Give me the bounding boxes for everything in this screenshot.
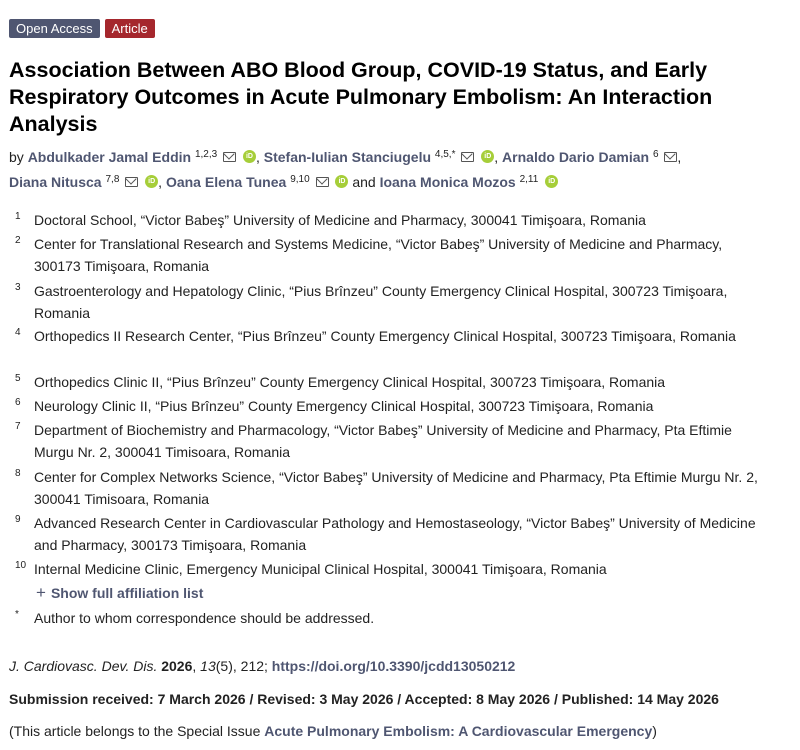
plus-icon: +	[36, 583, 46, 602]
author-affiliation-numbers: 1,2,3	[194, 149, 218, 160]
author-2: Stefan-Iulian Stanciugelu 4,5,* iD	[264, 149, 495, 165]
affiliation-text: Orthopedics II Research Center, “Pius Br…	[34, 328, 736, 344]
author-affiliation-numbers: 9,10	[290, 174, 310, 185]
author-affiliation-numbers: 7,8	[105, 174, 120, 185]
article-title: Association Between ABO Blood Group, COV…	[9, 58, 713, 136]
author-1: Abdulkader Jamal Eddin 1,2,3 iD	[28, 149, 256, 165]
author-name-link[interactable]: Abdulkader Jamal Eddin	[27, 149, 192, 165]
orcid-icon[interactable]: iD	[481, 149, 495, 163]
affiliation-number: 9	[15, 514, 21, 525]
author-3: Arnaldo Dario Damian 6	[502, 149, 678, 165]
author-name-link[interactable]: Stefan-Iulian Stanciugelu	[263, 149, 432, 165]
author-affiliation-numbers: 6	[652, 149, 659, 160]
author-separator: ,	[255, 149, 260, 165]
citation-pages: , 212;	[232, 658, 268, 674]
journal-abbreviation: J. Cardiovasc. Dev. Dis.	[9, 658, 158, 674]
show-full-affiliation-label: Show full affiliation list	[50, 585, 204, 601]
special-issue-prefix: (This article belongs to the Special Iss…	[9, 723, 265, 739]
citation-line: J. Cardiovasc. Dev. Dis. 2026, 13(5), 21…	[9, 655, 515, 677]
affiliation-text: Advanced Research Center in Cardiovascul…	[34, 515, 756, 553]
author-6: Ioana Monica Mozos 2,11 iD	[380, 174, 559, 190]
affiliation-text: Internal Medicine Clinic, Emergency Muni…	[34, 561, 607, 577]
author-separator: ,	[158, 174, 163, 190]
affiliation-text: Doctoral School, “Victor Babeş” Universi…	[34, 212, 646, 228]
affiliation-text: Center for Translational Research and Sy…	[34, 236, 723, 274]
orcid-icon[interactable]: iD	[242, 149, 256, 163]
author-name-link[interactable]: Ioana Monica Mozos	[379, 174, 516, 190]
affiliation-number: 6	[15, 397, 21, 408]
affiliation-text: Neurology Clinic II, “Pius Brînzeu” Coun…	[34, 398, 654, 414]
citation-year: 2026	[161, 658, 193, 674]
affiliation-number: 7	[15, 421, 21, 432]
author-name-link[interactable]: Diana Nitusca	[9, 174, 102, 190]
show-full-affiliation-button[interactable]: + Show full affiliation list	[36, 582, 203, 604]
special-issue-suffix: )	[652, 723, 657, 739]
email-icon[interactable]	[125, 177, 139, 188]
affiliation-text: Department of Biochemistry and Pharmacol…	[34, 422, 732, 460]
author-name-link[interactable]: Oana Elena Tunea	[165, 174, 287, 190]
badges: Open Access Article	[9, 19, 155, 38]
affiliation-number: 4	[15, 327, 21, 338]
publication-dates: Submission received: 7 March 2026 / Revi…	[9, 691, 719, 707]
author-4: Diana Nitusca 7,8 iD	[9, 174, 159, 190]
correspondence-text: Author to whom correspondence should be …	[34, 610, 375, 626]
author-affiliation-numbers: 2,11	[519, 174, 539, 185]
by-label: by	[9, 149, 24, 165]
special-issue-link[interactable]: Acute Pulmonary Embolism: A Cardiovascul…	[264, 723, 653, 739]
citation-volume: 13	[200, 658, 216, 674]
open-access-badge[interactable]: Open Access	[9, 19, 100, 38]
affiliation-number: 3	[15, 282, 21, 293]
affiliation-number: 1	[15, 211, 21, 222]
author-separator: ,	[494, 149, 499, 165]
author-5: Oana Elena Tunea 9,10 iD	[165, 174, 349, 190]
author-separator: ,	[677, 149, 682, 165]
email-icon[interactable]	[315, 177, 329, 188]
doi-link[interactable]: https://doi.org/10.3390/jcdd13050212	[271, 658, 516, 674]
affiliation-number: 8	[15, 468, 21, 479]
email-icon[interactable]	[461, 152, 475, 163]
affiliation-text: Gastroenterology and Hepatology Clinic, …	[34, 283, 728, 321]
affiliation-number: 10	[15, 560, 27, 571]
asterisk-marker: *	[15, 609, 19, 620]
author-list: by Abdulkader Jamal Eddin 1,2,3 iD, Stef…	[9, 146, 789, 196]
orcid-icon[interactable]: iD	[145, 174, 159, 188]
orcid-icon[interactable]: iD	[545, 174, 559, 188]
special-issue-note: (This article belongs to the Special Iss…	[9, 720, 657, 742]
and-label: and	[352, 174, 376, 190]
email-icon[interactable]	[664, 152, 678, 163]
citation-comma: ,	[192, 658, 201, 674]
affiliation-number: 2	[15, 235, 21, 246]
author-name-link[interactable]: Arnaldo Dario Damian	[502, 149, 650, 165]
article-type-badge[interactable]: Article	[104, 19, 155, 38]
affiliation-number: 5	[15, 373, 21, 384]
orcid-icon[interactable]: iD	[335, 174, 349, 188]
citation-issue: (5)	[215, 658, 233, 674]
affiliation-text: Orthopedics Clinic II, “Pius Brînzeu” Co…	[34, 374, 666, 390]
email-icon[interactable]	[223, 152, 237, 163]
author-affiliation-numbers: 4,5,*	[434, 149, 456, 160]
affiliation-text: Center for Complex Networks Science, “Vi…	[34, 469, 758, 507]
